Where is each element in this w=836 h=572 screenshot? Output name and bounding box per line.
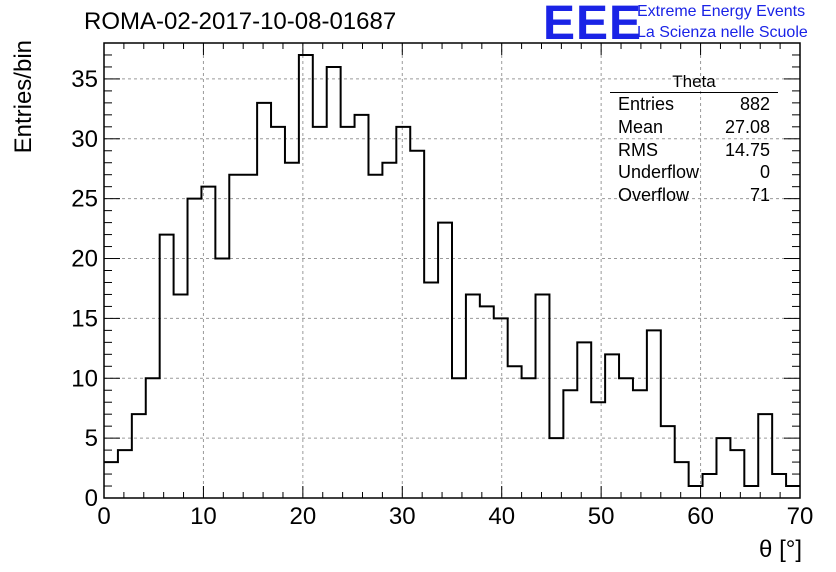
histogram-bars <box>104 53 800 498</box>
histogram-bin <box>716 438 730 498</box>
histogram-bin <box>675 462 689 498</box>
histogram-bin <box>758 414 772 498</box>
histogram-outline <box>104 53 800 488</box>
histogram-bin <box>146 378 160 498</box>
histogram-bin <box>480 306 494 498</box>
histogram-bin <box>494 318 508 498</box>
histogram-bin <box>772 474 786 498</box>
chart-title: ROMA-02-2017-10-08-01687 <box>84 8 397 35</box>
histogram-bin <box>382 163 396 498</box>
y-axis-label: Entries/bin <box>10 40 37 154</box>
stats-row: Underflow 0 <box>610 161 778 184</box>
stats-value: 882 <box>739 94 770 114</box>
histogram-bin <box>438 223 452 498</box>
y-tick-label: 10 <box>71 365 98 392</box>
stats-row: Overflow 71 <box>610 184 778 207</box>
axis-ticks <box>103 42 801 499</box>
histogram-bin <box>605 354 619 498</box>
x-tick-label: 10 <box>190 503 217 530</box>
stats-box: Theta Entries 882 Mean 27.08 RMS 14.75 U… <box>610 73 778 207</box>
histogram-bin <box>215 259 229 498</box>
stats-label: Overflow <box>618 185 690 206</box>
y-tick-label: 35 <box>71 66 98 93</box>
histogram-bin <box>160 235 174 498</box>
histogram-bin <box>174 294 188 498</box>
stats-label: Underflow <box>618 162 700 183</box>
stats-value: 27.08 <box>724 116 770 137</box>
stats-value: 71 <box>749 185 770 206</box>
histogram-bin <box>619 378 633 498</box>
histogram-bin <box>201 187 215 498</box>
x-tick-label: 0 <box>97 503 110 530</box>
y-tick-label: 5 <box>85 425 98 452</box>
histogram-bin <box>243 175 257 498</box>
y-tick-label: 30 <box>71 126 98 153</box>
y-tick-label: 0 <box>85 485 98 512</box>
histogram-bin <box>786 486 800 498</box>
histogram-bin <box>229 175 243 498</box>
stats-label: Entries <box>618 94 675 114</box>
y-tick-label: 25 <box>71 186 98 213</box>
stats-value: 14.75 <box>724 139 770 160</box>
histogram-bin <box>647 330 661 498</box>
x-tick-label: 30 <box>389 503 416 530</box>
histogram-bin <box>118 450 132 498</box>
histogram-bin <box>703 474 717 498</box>
y-axis-label-wrap: Entries/bin <box>6 40 46 190</box>
histogram-bin <box>424 282 438 498</box>
histogram-bin <box>522 378 536 498</box>
histogram-bin <box>257 103 271 498</box>
histogram-bin <box>466 294 480 498</box>
histogram-bin <box>563 390 577 498</box>
logo-line-1: Extreme Energy Events <box>637 3 806 20</box>
stats-row: Entries 882 <box>610 93 778 116</box>
x-tick-label: 20 <box>290 503 317 530</box>
x-axis-label: θ [°] <box>759 536 802 563</box>
histogram-bin <box>271 127 285 498</box>
tick-labels: 0 10 20 30 40 50 60 70 0 5 10 15 20 25 30 35 <box>71 66 813 530</box>
histogram-bin <box>410 151 424 498</box>
x-tick-label: 60 <box>687 503 714 530</box>
histogram-bin <box>452 378 466 498</box>
histogram-bin <box>730 450 744 498</box>
histogram-bin <box>104 462 118 498</box>
y-tick-label: 20 <box>71 246 98 273</box>
histogram-bin <box>577 342 591 498</box>
histogram-bin <box>508 366 522 498</box>
stats-title: Theta <box>610 73 778 93</box>
histogram-bin <box>661 426 675 498</box>
histogram-bin <box>188 199 202 498</box>
plot-frame <box>103 42 801 499</box>
stats-label: Mean <box>618 116 664 137</box>
stats-row: Mean 27.08 <box>610 116 778 139</box>
logo-line-2: La Scienza nelle Scuole <box>637 24 808 41</box>
histogram-bin <box>285 163 299 498</box>
histogram-bin <box>132 414 146 498</box>
x-tick-label: 40 <box>488 503 515 530</box>
histogram-bin <box>591 402 605 498</box>
histogram-bin <box>313 127 327 498</box>
histogram-bin <box>327 67 341 498</box>
stats-value: 0 <box>759 162 770 183</box>
stats-label: RMS <box>618 139 658 160</box>
stats-row: RMS 14.75 <box>610 139 778 162</box>
y-tick-label: 15 <box>71 305 98 332</box>
x-tick-label: 70 <box>787 503 814 530</box>
histogram-bin <box>368 175 382 498</box>
histogram-bin <box>341 127 355 498</box>
eee-logo: EEE <box>543 0 643 50</box>
histogram-bin <box>396 127 410 498</box>
histogram-bin <box>633 390 647 498</box>
histogram-bin <box>744 486 758 498</box>
histogram-bin <box>355 115 369 498</box>
histogram-bin <box>549 438 563 498</box>
histogram-bin <box>536 294 550 498</box>
histogram-bin <box>299 55 313 498</box>
x-tick-label: 50 <box>588 503 615 530</box>
